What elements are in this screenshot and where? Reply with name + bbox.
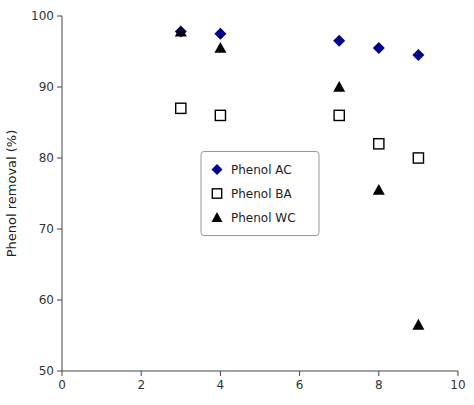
point	[412, 49, 424, 61]
point	[334, 110, 344, 120]
point	[176, 103, 186, 113]
legend: Phenol AC Phenol BA Phenol WC	[201, 152, 319, 236]
y-tick	[57, 229, 62, 230]
y-tick-label: 100	[31, 9, 54, 23]
y-axis-label: Phenol removal (%)	[4, 130, 19, 258]
y-tick-label: 50	[39, 364, 54, 378]
y-tick	[57, 87, 62, 88]
x-tick-label: 8	[375, 378, 383, 392]
legend-frame	[201, 152, 319, 236]
x-tick-label: 4	[217, 378, 225, 392]
legend-swatch	[212, 189, 221, 198]
point	[214, 28, 226, 40]
legend-swatch	[212, 164, 223, 175]
y-tick	[57, 300, 62, 301]
point	[413, 153, 423, 163]
point	[214, 42, 226, 53]
x-tick	[62, 371, 63, 376]
x-tick	[220, 371, 221, 376]
legend-swatch	[212, 212, 223, 222]
x-tick	[141, 371, 142, 376]
point	[175, 26, 187, 38]
point	[374, 139, 384, 149]
points	[175, 26, 425, 330]
x-tick	[378, 371, 379, 376]
x-tick-label: 0	[58, 378, 66, 392]
x-tick	[458, 371, 459, 376]
point	[333, 81, 345, 92]
y-tick-label: 60	[39, 293, 54, 307]
point	[373, 42, 385, 54]
x-axis-line	[62, 371, 458, 372]
y-tick	[57, 16, 62, 17]
y-tick-label: 70	[39, 222, 54, 236]
x-tick-label: 2	[137, 378, 145, 392]
point	[333, 35, 345, 47]
legend-label: Phenol AC	[231, 163, 292, 177]
y-tick	[57, 371, 62, 372]
x-tick	[299, 371, 300, 376]
y-tick-label: 90	[39, 80, 54, 94]
x-tick-label: 6	[296, 378, 304, 392]
chart: 0 2 4 6 8 10 50 60 70 80 90 100 Phenol removal (%) Ph…	[0, 0, 474, 405]
legend-label: Phenol BA	[231, 187, 293, 201]
y-tick	[57, 158, 62, 159]
x-tick-label: 10	[450, 378, 465, 392]
point	[412, 319, 424, 330]
point	[373, 184, 385, 195]
y-tick-label: 80	[39, 151, 54, 165]
y-axis-line	[62, 16, 63, 371]
point	[215, 110, 225, 120]
legend-label: Phenol WC	[231, 211, 296, 225]
point	[175, 26, 187, 37]
